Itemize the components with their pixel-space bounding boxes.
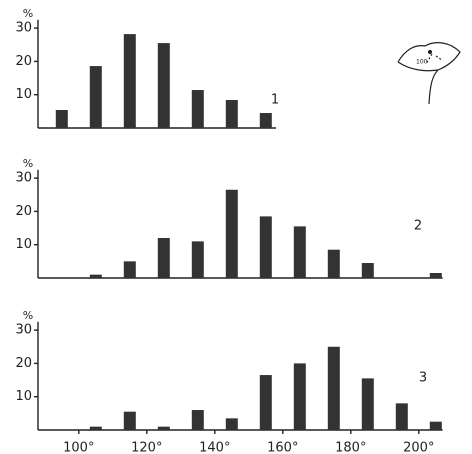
chart: 100 % 1 10 20 30% 2 10 20 30% 3 10 20 30 100° 120° 140°…	[0, 0, 472, 454]
y-tick-label: 30	[15, 21, 32, 36]
bar	[260, 375, 272, 430]
bar	[226, 190, 238, 278]
bar	[226, 100, 238, 128]
panel-label: 3	[419, 371, 427, 386]
leaf-icon	[398, 43, 460, 104]
y-unit: %	[23, 7, 33, 20]
bar	[158, 43, 170, 128]
bar	[226, 418, 238, 430]
y-tick-label: 10	[15, 389, 32, 404]
bar	[158, 427, 170, 430]
bar	[90, 427, 102, 430]
y-unit: %	[23, 157, 33, 170]
x-tick-label: 160°	[267, 441, 298, 454]
y-unit: %	[23, 309, 33, 322]
bar	[430, 273, 442, 278]
panel-label: 2	[414, 219, 422, 234]
x-tick-label: 140°	[199, 441, 230, 454]
x-tick-label: 120°	[131, 441, 162, 454]
bar	[192, 241, 204, 278]
x-tick-label: 200°	[403, 441, 434, 454]
y-tick-label: 20	[15, 204, 32, 219]
panel-label: 1	[271, 93, 279, 108]
x-tick-label: 100°	[63, 441, 94, 454]
bar	[328, 347, 340, 430]
bar	[362, 263, 374, 278]
leaf-note: 100	[416, 59, 428, 66]
bar	[90, 66, 102, 128]
bar	[260, 216, 272, 278]
y-tick-label: 10	[15, 237, 32, 252]
bar	[430, 422, 442, 430]
y-tick-label: 30	[15, 171, 32, 186]
y-tick-label: 20	[15, 54, 32, 69]
bar	[192, 90, 204, 128]
bar	[192, 410, 204, 430]
bar	[56, 110, 68, 128]
bar	[260, 113, 272, 128]
bar	[294, 363, 306, 430]
bar	[396, 403, 408, 430]
bar	[124, 34, 136, 128]
bar	[90, 275, 102, 278]
bar	[124, 412, 136, 430]
y-tick-label: 20	[15, 356, 32, 371]
bar	[124, 261, 136, 278]
bar	[294, 226, 306, 278]
bar	[362, 378, 374, 430]
y-tick-label: 30	[15, 323, 32, 338]
y-tick-label: 10	[15, 87, 32, 102]
x-tick-label: 180°	[335, 441, 366, 454]
bar	[158, 238, 170, 278]
bar	[328, 250, 340, 278]
